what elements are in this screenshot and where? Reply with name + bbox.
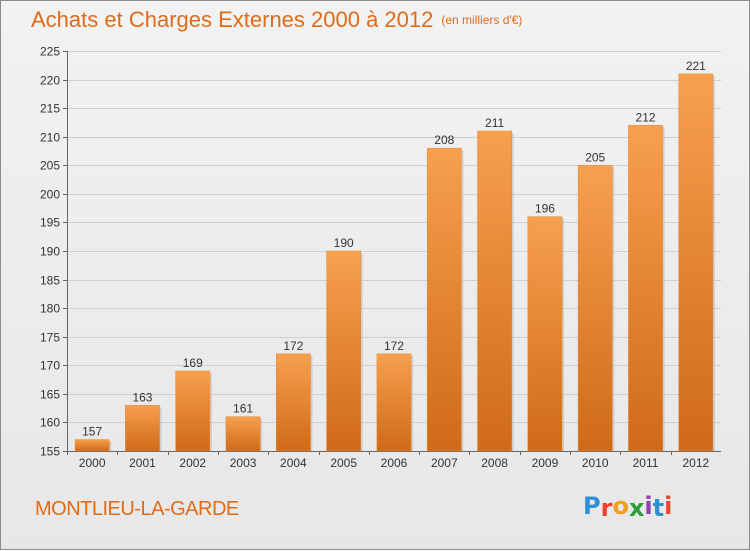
x-tick-label-2008: 2008 — [481, 456, 508, 470]
y-tick-label: 220 — [40, 74, 60, 88]
bar-2009 — [527, 216, 563, 452]
x-tick-label-2001: 2001 — [129, 456, 156, 470]
bar-2012 — [678, 73, 714, 452]
data-label-2003: 161 — [233, 402, 253, 416]
logo-letter: i — [664, 492, 673, 520]
y-tick-label: 165 — [40, 388, 60, 402]
chart-unit: (en milliers d'€) — [441, 13, 523, 27]
bar-2011 — [628, 125, 663, 452]
data-labels: 157 163 169 161 172 190 172 208 211 196 205 212 221 — [82, 59, 706, 439]
logo-letter: x — [628, 494, 645, 522]
data-label-2007: 208 — [434, 133, 454, 147]
chart-title: Achats et Charges Externes 2000 à 2012 (e… — [31, 7, 522, 33]
x-axis: 2000 2001 2002 2003 2004 2005 2006 2007 2008 2009… — [67, 451, 710, 470]
bar-2002 — [175, 370, 211, 452]
y-tick-label: 225 — [40, 45, 60, 59]
bar-2007 — [426, 147, 462, 452]
x-tick-label-2005: 2005 — [330, 456, 357, 470]
data-label-2001: 163 — [132, 390, 152, 404]
data-label-2000: 157 — [82, 425, 102, 439]
y-tick-label: 200 — [40, 188, 60, 202]
logo-letter: r — [600, 494, 613, 522]
commune-name: MONTLIEU-LA-GARDE — [35, 498, 239, 520]
y-tick-label: 205 — [40, 159, 60, 173]
bar-2006 — [376, 353, 412, 452]
x-tick-label-2007: 2007 — [431, 456, 458, 470]
y-tick-label: 175 — [40, 331, 60, 345]
x-tick-label-2000: 2000 — [79, 456, 106, 470]
bars — [74, 73, 715, 452]
proxiti-logo: Proxiti — [583, 491, 673, 522]
y-tick-label: 170 — [40, 359, 60, 373]
data-label-2009: 196 — [535, 202, 555, 216]
y-tick-label: 160 — [40, 416, 60, 430]
data-label-2006: 172 — [384, 339, 404, 353]
data-label-2010: 205 — [585, 150, 605, 164]
x-tick-label-2003: 2003 — [230, 456, 257, 470]
y-tick-label: 195 — [40, 216, 60, 230]
y-axis: 155 160 165 170 175 180 185 190 195 200 205 210 215 2… — [40, 45, 721, 459]
x-tick-label-2011: 2011 — [633, 456, 659, 470]
x-tick-label-2002: 2002 — [179, 456, 206, 470]
y-tick-label: 185 — [40, 274, 60, 288]
y-tick-label: 155 — [40, 445, 60, 459]
data-label-2004: 172 — [283, 339, 303, 353]
y-tick-label: 210 — [40, 131, 60, 145]
data-label-2011: 212 — [636, 110, 656, 124]
logo-letter: i — [644, 492, 653, 520]
chart-title-text: Achats et Charges Externes 2000 à 2012 — [31, 7, 434, 32]
bar-2000 — [74, 439, 110, 452]
bar-2005 — [326, 250, 362, 452]
data-label-2012: 221 — [686, 59, 706, 73]
bar-2010 — [577, 165, 613, 452]
bar-2008 — [477, 130, 512, 452]
data-label-2008: 211 — [485, 116, 504, 130]
data-label-2002: 169 — [183, 356, 203, 370]
x-tick-label-2012: 2012 — [682, 456, 709, 470]
logo-letter: o — [612, 492, 629, 520]
y-tick-label: 180 — [40, 302, 60, 316]
data-label-2005: 190 — [334, 236, 354, 250]
x-tick-label-2006: 2006 — [381, 456, 408, 470]
x-tick-label-2009: 2009 — [532, 456, 559, 470]
x-tick-label-2010: 2010 — [582, 456, 609, 470]
y-tick-label: 215 — [40, 102, 60, 116]
bar-2001 — [125, 405, 160, 452]
bar-2004 — [276, 353, 311, 452]
x-tick-label-2004: 2004 — [280, 456, 307, 470]
logo-letter: P — [583, 492, 601, 520]
y-tick-label: 190 — [40, 245, 60, 259]
logo-letter: t — [652, 494, 665, 522]
bar-2003 — [225, 416, 261, 452]
